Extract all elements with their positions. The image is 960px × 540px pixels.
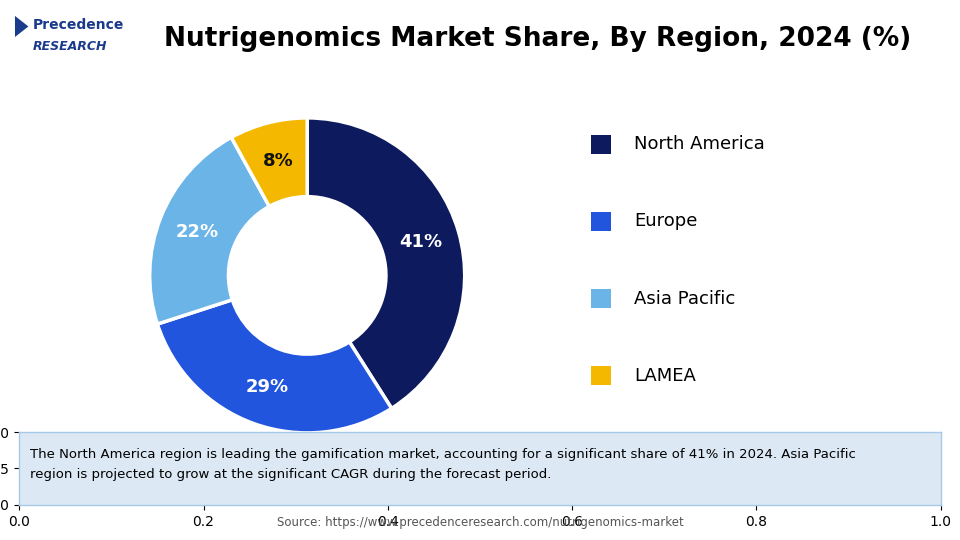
Text: 41%: 41% [399, 233, 443, 252]
Bar [590, 134, 611, 154]
Wedge shape [231, 118, 307, 206]
Bar [590, 366, 611, 386]
Text: Nutrigenomics Market Share, By Region, 2024 (%): Nutrigenomics Market Share, By Region, 2… [164, 26, 911, 52]
Polygon shape [15, 16, 29, 37]
Text: 29%: 29% [246, 377, 289, 395]
Text: 8%: 8% [262, 152, 293, 170]
Text: Source: https://www.precedenceresearch.com/nutrigenomics-market: Source: https://www.precedenceresearch.c… [276, 516, 684, 529]
Wedge shape [150, 137, 269, 324]
Text: Asia Pacific: Asia Pacific [635, 289, 735, 308]
Text: North America: North America [635, 135, 765, 153]
Bar [590, 212, 611, 231]
Text: Europe: Europe [635, 212, 698, 231]
Text: 22%: 22% [176, 223, 219, 241]
Text: RESEARCH: RESEARCH [33, 40, 107, 53]
Text: The North America region is leading the gamification market, accounting for a si: The North America region is leading the … [31, 448, 856, 481]
Bar [590, 289, 611, 308]
Text: Precedence: Precedence [33, 18, 124, 32]
Circle shape [228, 197, 386, 354]
Text: LAMEA: LAMEA [635, 367, 696, 385]
Wedge shape [157, 300, 392, 433]
Wedge shape [307, 118, 465, 408]
